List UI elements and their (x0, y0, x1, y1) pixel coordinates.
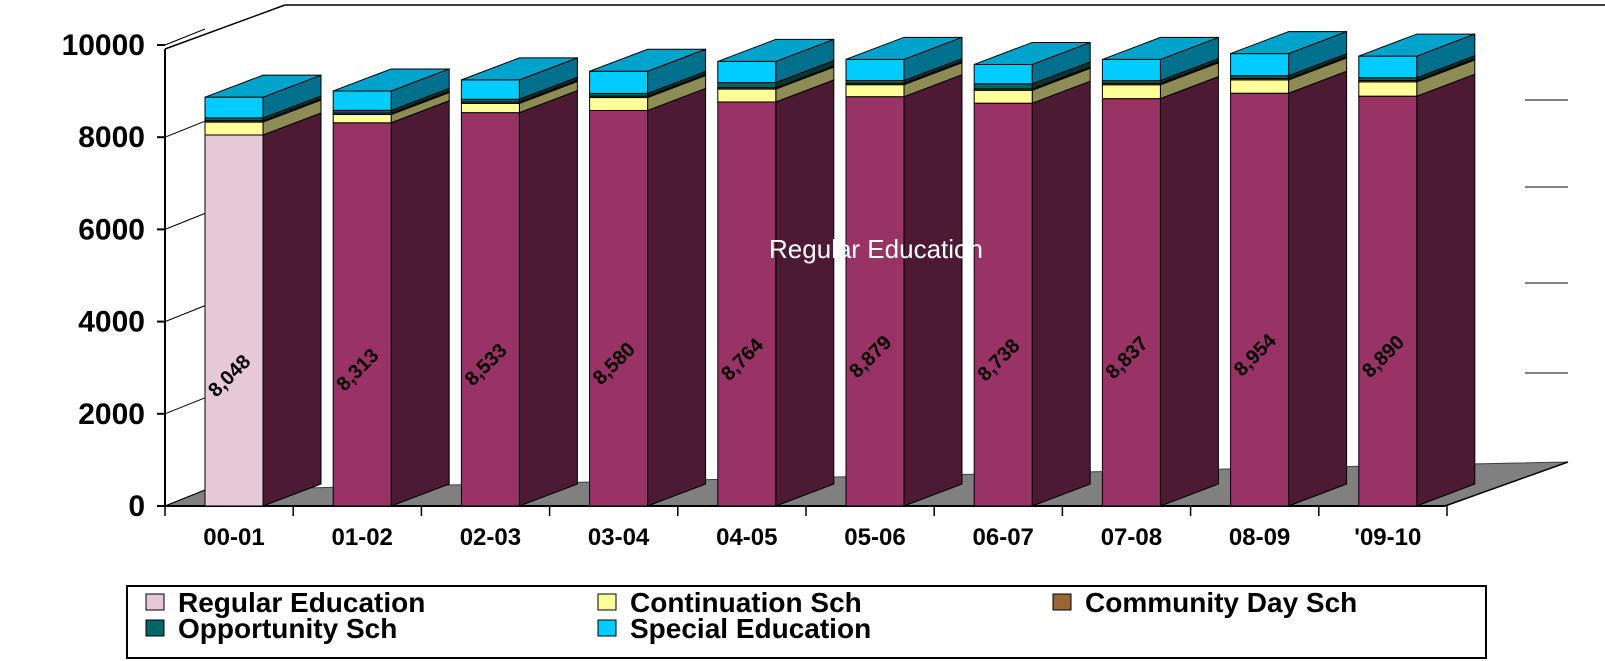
x-tick-label: 02-03 (460, 524, 521, 551)
x-tick-label: 01-02 (332, 524, 393, 551)
bar-0001-continuation-sch (204, 121, 264, 136)
x-tick-label: 05-06 (844, 524, 905, 551)
legend-label: Continuation Sch (630, 587, 862, 618)
bar-0001-regular-education-side (262, 112, 322, 507)
bar-0405-special-education-top (717, 38, 834, 62)
x-tick-label: '09-10 (1354, 524, 1421, 551)
legend-swatch (1052, 593, 1072, 611)
bar-0708-regular-education-side (1159, 75, 1219, 507)
x-tick-label: 08-09 (1229, 524, 1290, 551)
x-tick-label: 06-07 (973, 524, 1034, 551)
bar-0203-continuation-sch (460, 102, 520, 114)
bar-0910-continuation-sch (1358, 81, 1418, 97)
y-tick-depth-line (164, 28, 206, 46)
bar-0304-special-education-top (589, 48, 706, 72)
legend-swatch (597, 593, 617, 611)
bar-0102-continuation-sch (332, 113, 392, 124)
legend: Regular Education Continuation Sch Communi… (126, 585, 1487, 659)
bar-0506-special-education-top (845, 36, 963, 60)
bar-0607-special-education (973, 63, 1033, 85)
bar-0304-continuation-sch (589, 97, 649, 111)
bar-0607-regular-education-side (1031, 80, 1091, 507)
bar-0304-special-education (589, 70, 649, 94)
bar-0607-continuation-sch (973, 89, 1033, 104)
bar-0203-regular-education-side (518, 89, 578, 507)
bar-0304-regular-education-side (647, 87, 707, 507)
bar-0304-regular-education (589, 109, 649, 507)
bar-0708-special-education-top (1102, 36, 1219, 60)
x-axis-depth-line (1444, 461, 1569, 507)
bar-0102-special-education-top (333, 68, 450, 92)
bar-0405-continuation-sch (717, 88, 777, 103)
legend-label: Regular Education (178, 587, 425, 618)
bar-0809-continuation-sch (1230, 79, 1290, 94)
y-tick-depth-line (164, 397, 206, 415)
bar-0708-special-education (1101, 58, 1161, 82)
bar-0102-regular-education (332, 122, 392, 507)
x-tick-label: 07-08 (1101, 524, 1162, 551)
bar-0203-regular-education (460, 112, 520, 507)
y-tick-depth-line (164, 120, 206, 138)
bar-0506-regular-education (845, 96, 905, 507)
legend-swatch (597, 619, 617, 637)
y-tick-depth-line (164, 305, 206, 323)
bar-0910-special-education (1358, 55, 1418, 79)
legend-label: Community Day Sch (1085, 587, 1357, 618)
bar-0607-opportunity-sch (973, 83, 1033, 90)
bar-0607-special-education-top (974, 41, 1091, 65)
bar-0405-opportunity-sch (717, 82, 777, 89)
bar-0910-regular-education (1358, 95, 1418, 507)
bars-layer (204, 30, 1476, 507)
bar-0809-regular-education-side (1288, 70, 1348, 507)
y-axis-depth-line (164, 4, 286, 50)
bar-0203-special-education (460, 79, 520, 100)
bar-0506-special-education (845, 58, 905, 82)
y-tick-label: 4000 (78, 306, 145, 339)
x-tick-label: 00-01 (203, 524, 264, 551)
bar-0607-regular-education (973, 102, 1033, 507)
legend-swatch (145, 593, 165, 611)
y-tick-label: 2000 (78, 398, 145, 431)
x-tick-label: 04-05 (716, 524, 777, 551)
regular-education-annotation: Regular Education (769, 234, 983, 264)
y-tick-depth-line (164, 489, 206, 507)
bar-0910-special-education-top (1358, 33, 1475, 57)
bar-0405-special-education (717, 60, 777, 84)
bar-0102-regular-education-side (390, 100, 450, 507)
bar-0910-regular-education-side (1416, 73, 1476, 507)
legend-label: Opportunity Sch (178, 613, 397, 644)
x-tick-label: 03-04 (588, 524, 650, 551)
bar-0405-regular-education-side (775, 79, 835, 507)
y-tick-label: 10000 (62, 29, 145, 62)
legend-label: Special Education (630, 613, 871, 644)
bar-0001-special-education (204, 96, 264, 119)
bar-0001-special-education-top (204, 74, 322, 98)
bar-0809-special-education (1230, 53, 1290, 77)
bar-0809-special-education-top (1230, 31, 1347, 55)
legend-box (126, 585, 1487, 659)
bar-0506-continuation-sch (845, 84, 905, 98)
bar-0102-special-education (332, 90, 392, 111)
bar-0708-regular-education (1101, 98, 1161, 507)
legend-swatch (145, 619, 165, 637)
y-tick-label: 6000 (78, 213, 145, 246)
bar-0506-regular-education-side (903, 73, 963, 507)
y-tick-label: 0 (128, 490, 145, 523)
bar-0203-special-education-top (461, 57, 578, 81)
bar-0708-continuation-sch (1101, 84, 1161, 100)
y-tick-depth-line (164, 212, 206, 230)
bar-0809-regular-education (1230, 92, 1290, 507)
bar-0405-regular-education (717, 101, 777, 507)
bar-0001-regular-education (204, 134, 264, 507)
y-tick-label: 8000 (78, 121, 145, 154)
